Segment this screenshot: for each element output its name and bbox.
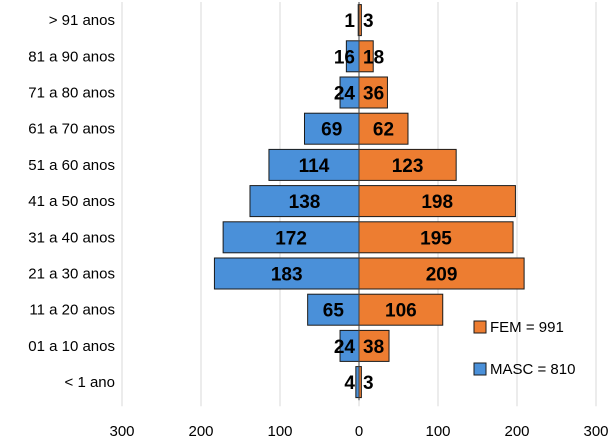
category-label: > 91 anos xyxy=(49,12,115,29)
data-label-fem: 3 xyxy=(363,373,374,394)
x-tick-label: 0 xyxy=(355,423,363,440)
category-label: 21 a 30 anos xyxy=(28,266,115,283)
category-label: < 1 ano xyxy=(65,374,115,391)
category-label: 41 a 50 anos xyxy=(28,193,115,210)
bar-fem xyxy=(358,257,525,290)
bar-masc xyxy=(268,148,360,181)
data-label-fem: 3 xyxy=(363,11,374,32)
data-label-masc: 183 xyxy=(271,265,303,286)
x-tick-label: 100 xyxy=(425,423,450,440)
bar-fem xyxy=(358,76,388,109)
bar-masc xyxy=(307,293,360,326)
data-label-masc: 114 xyxy=(299,156,330,177)
data-label-fem: 38 xyxy=(363,337,384,358)
bar-masc xyxy=(222,221,360,254)
category-label: 61 a 70 anos xyxy=(28,121,115,138)
data-label-fem: 209 xyxy=(426,265,458,286)
bar-masc xyxy=(213,257,360,290)
legend-label-masc: MASC = 810 xyxy=(490,361,575,378)
category-label: 01 a 10 anos xyxy=(28,338,115,355)
x-tick-label: 200 xyxy=(188,423,213,440)
data-label-fem: 36 xyxy=(363,84,384,105)
bar-masc xyxy=(249,185,360,218)
data-label-masc: 24 xyxy=(334,337,356,358)
x-tick-label: 100 xyxy=(267,423,292,440)
data-label-masc: 24 xyxy=(334,84,356,105)
legend-swatch-fem xyxy=(473,320,487,334)
bar-fem xyxy=(358,112,409,145)
data-label-fem: 62 xyxy=(373,120,394,141)
bar-fem xyxy=(358,221,514,254)
bar-fem xyxy=(358,329,390,362)
bar-fem xyxy=(358,148,457,181)
data-label-fem: 18 xyxy=(363,47,384,68)
category-label: 81 a 90 anos xyxy=(28,48,115,65)
category-label: 31 a 40 anos xyxy=(28,229,115,246)
legend-swatch-masc xyxy=(473,362,487,376)
category-label: 11 a 20 anos xyxy=(29,302,115,319)
bar-fem xyxy=(358,185,516,218)
x-tick-label: 200 xyxy=(504,423,529,440)
category-label: 71 a 80 anos xyxy=(28,85,115,102)
category-label: 51 a 60 anos xyxy=(28,157,115,174)
data-label-masc: 1 xyxy=(344,11,355,32)
data-label-fem: 198 xyxy=(421,192,453,213)
data-label-fem: 195 xyxy=(420,228,452,249)
data-label-masc: 4 xyxy=(344,373,355,394)
data-label-fem: 123 xyxy=(392,156,424,177)
legend-label-fem: FEM = 991 xyxy=(490,319,564,336)
data-label-masc: 138 xyxy=(289,192,321,213)
bar-masc xyxy=(303,112,360,145)
data-label-masc: 65 xyxy=(323,301,345,322)
x-tick-label: 300 xyxy=(583,423,608,440)
data-label-masc: 172 xyxy=(275,228,307,249)
data-label-masc: 69 xyxy=(321,120,342,141)
x-tick-label: 300 xyxy=(109,423,134,440)
data-label-masc: 16 xyxy=(334,47,355,68)
data-label-fem: 106 xyxy=(385,301,417,322)
